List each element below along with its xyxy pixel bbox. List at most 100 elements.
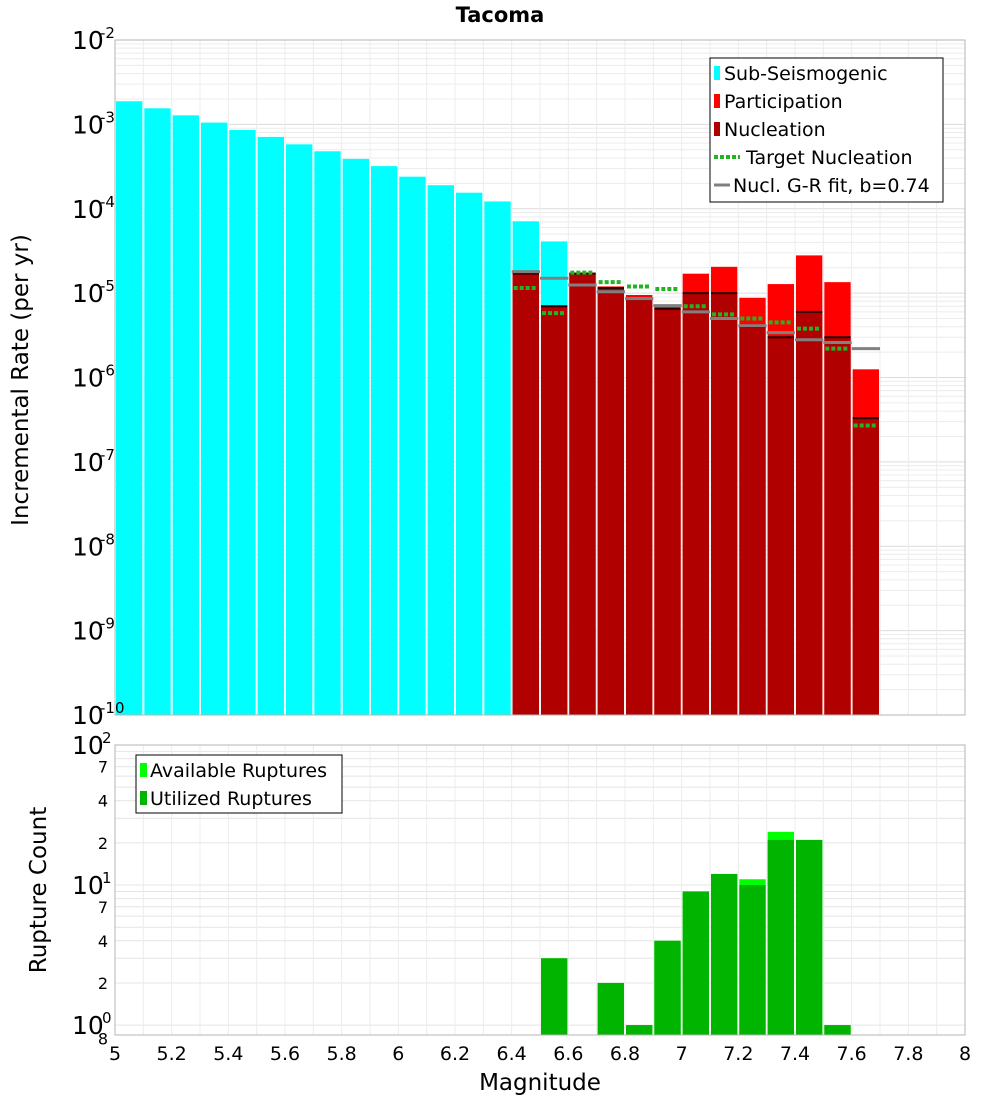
x-tick-label: 6.8 xyxy=(610,1043,640,1065)
count-y-tick-exponent: 1 xyxy=(102,869,112,887)
bar-utilized-ruptures xyxy=(626,1025,653,1035)
x-tick-label: 7.8 xyxy=(893,1043,923,1065)
count-y-minor-tick-label: 4 xyxy=(98,932,108,951)
legend-label-participation: Participation xyxy=(724,91,843,113)
legend-swatch-participation xyxy=(714,94,720,108)
legend-swatch-available xyxy=(140,763,147,777)
rate-y-tick-base: 10 xyxy=(72,110,104,139)
x-tick-label: 8 xyxy=(959,1043,971,1065)
rate-y-tick-exponent: -9 xyxy=(100,615,115,633)
chart-title: Tacoma xyxy=(456,3,545,27)
count-y-minor-tick-label: 2 xyxy=(98,974,108,993)
count-y-tick-base: 10 xyxy=(72,871,104,900)
bar-nucleation xyxy=(541,306,568,715)
bar-nucleation xyxy=(852,418,879,715)
bar-nucleation xyxy=(824,337,851,715)
bar-sub-seismogenic xyxy=(116,101,143,716)
bar-utilized-ruptures xyxy=(654,940,681,1035)
rate-y-tick-base: 10 xyxy=(72,617,104,646)
legend-label-utilized: Utilized Ruptures xyxy=(150,788,312,810)
rate-y-tick-exponent: -3 xyxy=(100,108,115,126)
x-tick-label: 7.4 xyxy=(780,1043,810,1065)
rate-bars xyxy=(116,101,879,716)
rate-y-tick-exponent: -8 xyxy=(100,530,115,548)
count-y-axis-label: Rupture Count xyxy=(26,807,52,973)
rate-plot-frame xyxy=(114,39,966,716)
x-tick-label: 7 xyxy=(676,1043,688,1065)
count-legend-box xyxy=(135,754,343,814)
count-legend: Available Ruptures Utilized Ruptures xyxy=(135,754,343,814)
count-y-minor-tick-label: 2 xyxy=(98,834,108,853)
x-tick-label: 7.6 xyxy=(837,1043,867,1065)
x-tick-label: 5.2 xyxy=(157,1043,187,1065)
rate-y-tick-base: 10 xyxy=(72,279,104,308)
bar-nucleation xyxy=(682,293,709,715)
bar-utilized-ruptures xyxy=(541,958,568,1035)
count-y-tick-exponent: 2 xyxy=(102,729,112,747)
legend-label-gr-fit: Nucl. G-R fit, b=0.74 xyxy=(733,175,930,197)
bar-sub-seismogenic xyxy=(427,185,454,715)
rate-y-tick-exponent: -4 xyxy=(100,193,115,211)
rate-y-tick-exponent: -2 xyxy=(100,24,115,42)
bar-sub-seismogenic xyxy=(229,129,256,716)
bar-sub-seismogenic xyxy=(314,151,341,715)
bar-sub-seismogenic xyxy=(257,136,284,716)
bar-utilized-ruptures xyxy=(739,885,766,1035)
rate-y-tick-exponent: -10 xyxy=(100,699,125,717)
bar-sub-seismogenic xyxy=(342,158,369,716)
bar-utilized-ruptures xyxy=(711,873,738,1035)
count-y-tick-base: 10 xyxy=(72,1011,104,1040)
x-tick-label: 5.6 xyxy=(270,1043,300,1065)
rate-y-tick-base: 10 xyxy=(72,448,104,477)
bar-utilized-ruptures xyxy=(824,1025,851,1035)
legend-swatch-sub-seismogenic xyxy=(714,66,720,80)
x-axis-label: Magnitude xyxy=(479,1070,601,1096)
count-y-minor-tick-label: 4 xyxy=(98,792,108,811)
x-tick-label: 5 xyxy=(109,1043,121,1065)
bar-nucleation xyxy=(597,288,624,715)
bar-nucleation xyxy=(512,273,539,715)
count-y-minor-tick-label: 7 xyxy=(98,758,108,777)
bar-utilized-ruptures xyxy=(767,839,794,1035)
bar-nucleation xyxy=(711,293,738,715)
x-tick-label: 6 xyxy=(392,1043,404,1065)
bar-utilized-ruptures xyxy=(597,982,624,1035)
rate-lines xyxy=(511,270,880,428)
bar-sub-seismogenic xyxy=(371,166,398,715)
rate-y-tick-base: 10 xyxy=(72,26,104,55)
count-bars xyxy=(541,831,851,1035)
rate-y-tick-base: 10 xyxy=(72,701,104,730)
x-tick-label: 7.2 xyxy=(723,1043,753,1065)
count-y-minor-tick-label: 7 xyxy=(98,898,108,917)
rate-y-tick-base: 10 xyxy=(72,195,104,224)
x-tick-label: 5.8 xyxy=(327,1043,357,1065)
bar-nucleation xyxy=(739,326,766,715)
legend-label-nucleation: Nucleation xyxy=(724,119,826,141)
count-y-minor-tick-label: 8 xyxy=(98,1030,108,1049)
rate-y-tick-exponent: -7 xyxy=(100,446,115,464)
bar-sub-seismogenic xyxy=(456,192,483,715)
bar-sub-seismogenic xyxy=(286,144,313,716)
x-tick-label: 6.6 xyxy=(553,1043,583,1065)
bar-sub-seismogenic xyxy=(201,122,228,715)
legend-label-available: Available Ruptures xyxy=(150,760,327,782)
bar-sub-seismogenic xyxy=(484,201,511,716)
rate-y-axis-label: Incremental Rate (per yr) xyxy=(8,234,34,526)
rate-legend-box xyxy=(709,57,944,203)
count-plot-frame xyxy=(114,744,966,1036)
legend-swatch-utilized xyxy=(140,791,147,805)
rate-y-tick-base: 10 xyxy=(72,532,104,561)
bar-nucleation xyxy=(796,311,823,715)
bar-nucleation xyxy=(767,337,794,715)
count-y-tick-base: 10 xyxy=(72,731,104,760)
rate-legend: Sub-Seismogenic Participation Nucleation… xyxy=(709,57,944,203)
bar-nucleation xyxy=(626,299,653,715)
rate-y-tick-exponent: -5 xyxy=(100,277,115,295)
count-y-tick-exponent: 0 xyxy=(102,1009,112,1027)
legend-label-target-nucleation: Target Nucleation xyxy=(745,147,913,169)
bar-sub-seismogenic xyxy=(172,115,199,715)
legend-label-sub-seismogenic: Sub-Seismogenic xyxy=(724,63,888,85)
x-tick-label: 6.4 xyxy=(497,1043,527,1065)
legend-swatch-nucleation xyxy=(714,122,720,136)
